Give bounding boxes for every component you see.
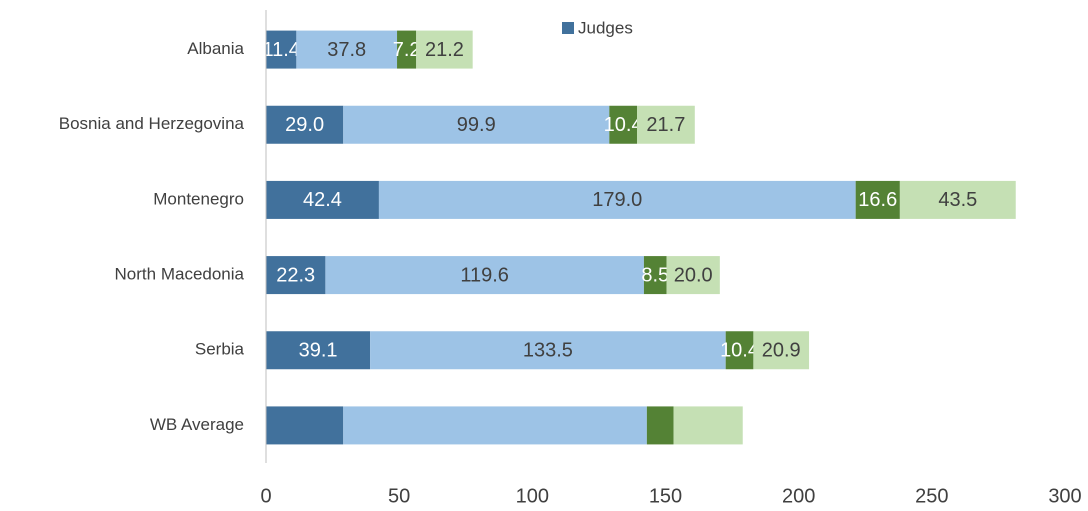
data-label: 42.4 bbox=[303, 189, 342, 211]
bar-segment bbox=[855, 180, 900, 219]
x-tick-label: 100 bbox=[516, 485, 549, 507]
data-label: 29.0 bbox=[285, 114, 324, 136]
x-tick-label: 300 bbox=[1048, 485, 1081, 507]
bar-segment bbox=[266, 406, 344, 445]
bar-segment bbox=[378, 180, 856, 219]
data-label: 20.9 bbox=[762, 340, 801, 362]
data-label: 22.3 bbox=[276, 264, 315, 286]
data-label: 21.2 bbox=[425, 39, 464, 61]
bar-segment bbox=[646, 406, 674, 445]
data-label: 39.1 bbox=[299, 340, 338, 362]
x-tick-label: 250 bbox=[915, 485, 948, 507]
data-label: 37.8 bbox=[327, 39, 366, 61]
bar-segment bbox=[416, 30, 473, 69]
bar-segment bbox=[899, 180, 1016, 219]
y-tick-label: Albania bbox=[187, 39, 244, 58]
legend-swatch bbox=[562, 22, 574, 34]
x-tick-label: 0 bbox=[260, 485, 271, 507]
bar-segment bbox=[666, 256, 720, 295]
bar-segment bbox=[753, 331, 810, 370]
data-label: 8.5 bbox=[641, 264, 669, 286]
y-tick-label: Serbia bbox=[195, 340, 245, 359]
bar-segment bbox=[266, 331, 371, 370]
y-tick-label: WB Average bbox=[150, 415, 244, 434]
bar-segment bbox=[325, 256, 644, 295]
data-label: 21.7 bbox=[646, 114, 685, 136]
bar-segment bbox=[343, 105, 610, 144]
bar-segment bbox=[266, 180, 379, 219]
data-label: 16.6 bbox=[858, 189, 897, 211]
data-label: 179.0 bbox=[592, 189, 642, 211]
data-label: 10.4 bbox=[604, 114, 643, 136]
bar-segment bbox=[673, 406, 743, 445]
bar-segment bbox=[609, 105, 638, 144]
data-label: 43.5 bbox=[938, 189, 977, 211]
bar-segment bbox=[643, 256, 667, 295]
data-label: 11.4 bbox=[262, 39, 299, 61]
data-label: 119.6 bbox=[460, 264, 509, 286]
bar-segment bbox=[266, 30, 297, 69]
data-label: 99.9 bbox=[457, 114, 496, 136]
x-tick-label: 200 bbox=[782, 485, 815, 507]
bar-segment bbox=[266, 256, 326, 295]
bar-segment bbox=[343, 406, 647, 445]
y-tick-label: Montenegro bbox=[153, 189, 244, 208]
bar-segment bbox=[725, 331, 754, 370]
y-tick-label: North Macedonia bbox=[115, 265, 245, 284]
y-tick-label: Bosnia and Herzegovina bbox=[59, 114, 245, 133]
bar-segment bbox=[296, 30, 398, 69]
data-label: 10.4 bbox=[720, 340, 759, 362]
bar-segment bbox=[397, 30, 417, 69]
data-label: 20.0 bbox=[674, 264, 713, 286]
x-tick-label: 150 bbox=[649, 485, 682, 507]
x-tick-label: 50 bbox=[388, 485, 410, 507]
legend-label: Judges bbox=[578, 18, 633, 37]
data-label: 133.5 bbox=[523, 340, 573, 362]
bar-segment bbox=[370, 331, 726, 370]
data-label: 7.2 bbox=[393, 39, 421, 61]
bar-segment bbox=[637, 105, 695, 144]
bar-segment bbox=[266, 105, 344, 144]
